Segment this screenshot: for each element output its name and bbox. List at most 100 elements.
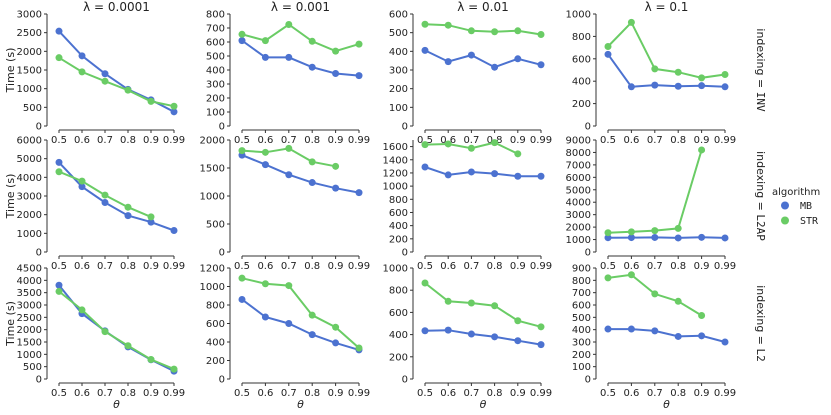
data-point-mb-r1-c0 bbox=[101, 199, 109, 207]
x-tick-label-r1-c1: 0.8 bbox=[304, 261, 320, 272]
y-tick-label-r0-c3: 800 bbox=[572, 32, 591, 43]
data-point-str-r2-c2 bbox=[514, 317, 522, 325]
y-tick-label-r0-c1: 0 bbox=[219, 122, 225, 133]
x-tick-label-r2-c1: 0.7 bbox=[281, 388, 297, 399]
data-point-mb-r0-c0 bbox=[101, 70, 109, 78]
y-tick-label-r1-c0: 2000 bbox=[17, 210, 42, 221]
data-point-mb-r2-c3 bbox=[627, 325, 635, 333]
y-tick-label-r2-c3: 700 bbox=[572, 288, 591, 299]
data-point-mb-r2-c2 bbox=[537, 341, 545, 349]
y-tick-label-r0-c3: 0 bbox=[585, 122, 591, 133]
y-tick-label-r2-c0: 4500 bbox=[17, 264, 42, 275]
data-point-str-r0-c3 bbox=[627, 18, 635, 26]
series-line-str-r0-c2 bbox=[424, 23, 542, 36]
data-point-mb-r1-c0 bbox=[78, 183, 86, 191]
data-point-mb-r1-c3 bbox=[698, 233, 706, 241]
legend-marker-str bbox=[781, 216, 789, 225]
y-tick-label-r2-c1: 200 bbox=[206, 356, 225, 367]
series-line-mb-r2-c3 bbox=[608, 328, 726, 343]
data-point-str-r1-c3 bbox=[651, 227, 659, 235]
data-point-str-r1-c0 bbox=[101, 191, 109, 199]
data-point-mb-r1-c3 bbox=[604, 234, 612, 242]
data-point-str-r0-c0 bbox=[101, 77, 109, 85]
data-point-str-r2-c3 bbox=[604, 274, 612, 282]
data-point-str-r1-c3 bbox=[674, 224, 682, 232]
y-tick-label-r2-c1: 800 bbox=[206, 301, 225, 312]
data-point-mb-r0-c1 bbox=[332, 70, 340, 77]
data-point-mb-r1-c1 bbox=[332, 184, 340, 192]
data-point-mb-r2-c0 bbox=[55, 281, 63, 289]
x-tick-label-r2-c3: 0.6 bbox=[623, 388, 639, 399]
y-tick-label-r1-c2: 800 bbox=[389, 195, 408, 206]
data-point-mb-r1-c3 bbox=[627, 234, 635, 242]
x-tick-label-r1-c3: 0.7 bbox=[647, 261, 663, 272]
y-tick-label-r2-c3: 200 bbox=[572, 350, 591, 361]
data-point-mb-r1-c1 bbox=[285, 171, 293, 179]
data-point-mb-r0-c2 bbox=[444, 58, 452, 66]
x-tick-label-r1-c0: 0.5 bbox=[51, 261, 67, 272]
series-line-mb-r2-c1 bbox=[241, 298, 360, 351]
data-point-mb-r0-c3 bbox=[651, 81, 659, 89]
x-tick-label-r1-c3: 0.8 bbox=[670, 261, 686, 272]
x-tick-label-r2-c2: 0.5 bbox=[417, 388, 433, 399]
data-point-str-r2-c1 bbox=[332, 323, 340, 331]
data-point-str-r1-c0 bbox=[124, 203, 132, 211]
data-point-str-r0-c0 bbox=[124, 86, 132, 94]
y-tick-label-r1-c1: 2000 bbox=[200, 136, 225, 147]
y-axis-label-row-1: Time (s) bbox=[4, 174, 17, 220]
data-point-str-r0-c3 bbox=[604, 42, 612, 50]
y-tick-label-r1-c3: 2000 bbox=[566, 223, 591, 234]
data-point-mb-r1-c3 bbox=[721, 234, 729, 242]
series-line-mb-r1-c0 bbox=[58, 161, 175, 232]
x-tick-label-r0-c3: 0.8 bbox=[670, 135, 686, 146]
row-label-prefix: indexing = bbox=[754, 285, 767, 348]
data-point-mb-r2-c1 bbox=[285, 320, 293, 327]
data-point-str-r2-c2 bbox=[421, 279, 429, 287]
data-point-str-r2-c0 bbox=[147, 356, 155, 364]
x-tick-label-r1-c3: 0.6 bbox=[623, 261, 639, 272]
data-point-mb-r0-c3 bbox=[698, 82, 706, 90]
row-label-1: indexing = L2AP bbox=[754, 151, 767, 241]
series-line-mb-r1-c2 bbox=[424, 166, 541, 178]
y-tick-label-r0-c1: 800 bbox=[206, 10, 225, 21]
x-axis-label-col-3: θ bbox=[663, 398, 670, 411]
data-point-str-r1-c1 bbox=[285, 144, 293, 152]
x-tick-label-r0-c0: 0.6 bbox=[74, 135, 90, 146]
y-tick-label-r2-c0: 3000 bbox=[17, 301, 42, 312]
x-tick-label-r1-c3: 0.5 bbox=[600, 261, 616, 272]
y-tick-label-r1-c0: 1000 bbox=[17, 229, 42, 240]
y-tick-label-r0-c2: 500 bbox=[389, 28, 408, 39]
data-point-str-r0-c0 bbox=[55, 54, 63, 62]
y-tick-label-r1-c1: 500 bbox=[206, 220, 225, 231]
data-point-mb-r1-c0 bbox=[124, 212, 132, 220]
x-tick-label-r2-c2: 0.7 bbox=[463, 388, 479, 399]
y-tick-label-r1-c2: 200 bbox=[389, 234, 408, 245]
series-line-str-r0-c0 bbox=[58, 56, 175, 108]
y-tick-label-r0-c0: 0 bbox=[36, 122, 42, 133]
x-tick-label-r0-c0: 0.5 bbox=[51, 135, 67, 146]
data-point-str-r2-c1 bbox=[355, 344, 363, 352]
y-tick-label-r1-c2: 1000 bbox=[383, 182, 408, 193]
x-tick-label-r2-c0: 0.7 bbox=[97, 388, 113, 399]
data-point-mb-r0-c1 bbox=[308, 63, 316, 71]
data-point-str-r2-c1 bbox=[308, 311, 316, 319]
data-point-str-r1-c0 bbox=[55, 168, 63, 176]
data-point-mb-r2-c1 bbox=[261, 313, 269, 321]
data-point-str-r0-c3 bbox=[698, 74, 706, 82]
data-point-str-r0-c2 bbox=[537, 31, 545, 39]
data-point-str-r0-c1 bbox=[238, 30, 246, 38]
x-tick-label-r0-c3: 0.6 bbox=[623, 135, 639, 146]
y-tick-label-r2-c1: 0 bbox=[219, 375, 225, 386]
data-point-mb-r1-c2 bbox=[467, 168, 475, 176]
x-tick-label-r2-c3: 0.8 bbox=[670, 388, 686, 399]
y-tick-label-r2-c0: 1500 bbox=[17, 338, 42, 349]
x-tick-label-r2-c2: 0.6 bbox=[440, 388, 456, 399]
x-tick-label-r1-c2: 0.7 bbox=[463, 261, 479, 272]
data-point-str-r2-c2 bbox=[491, 302, 499, 310]
data-point-mb-r0-c1 bbox=[355, 72, 363, 80]
y-tick-label-r2-c2: 600 bbox=[389, 308, 408, 319]
data-point-mb-r1-c2 bbox=[514, 172, 522, 180]
y-tick-label-r1-c1: 0 bbox=[219, 248, 225, 259]
data-point-str-r1-c0 bbox=[147, 213, 155, 221]
data-point-mb-r2-c3 bbox=[674, 332, 682, 340]
